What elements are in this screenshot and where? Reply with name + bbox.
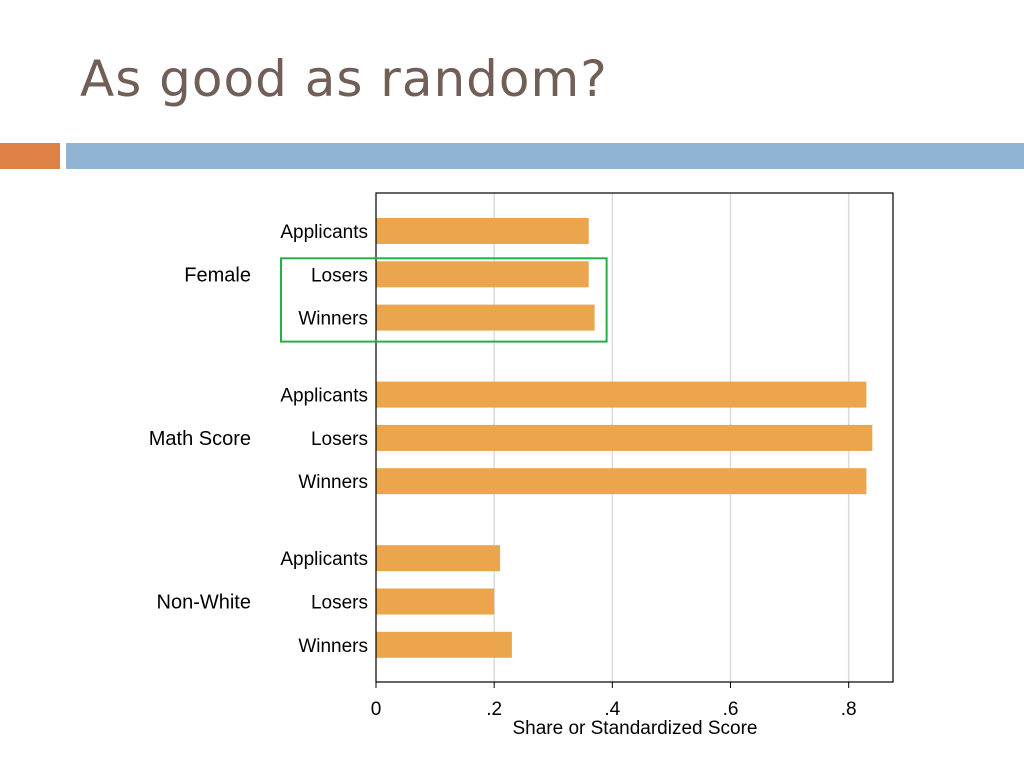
bar-label: Losers (311, 429, 368, 450)
plot-frame (375, 192, 894, 683)
group-label: Math Score (149, 428, 251, 450)
x-tick-label: .2 (486, 699, 502, 720)
labels: Applicants Losers Winners Female Applicants L… (149, 222, 368, 657)
bar-label: Winners (298, 472, 368, 493)
highlight-box (280, 257, 608, 343)
bar (376, 588, 495, 615)
x-tick-label: 0 (371, 699, 382, 720)
x-tick-label: .6 (723, 699, 739, 720)
bar (376, 631, 512, 658)
group-label: Non-White (157, 592, 251, 614)
bar (376, 304, 595, 331)
x-tick-label: .4 (604, 699, 620, 720)
bar-label: Applicants (280, 386, 368, 407)
bar (376, 468, 867, 495)
x-axis-label: Share or Standardized Score (512, 718, 757, 739)
bar-label: Applicants (280, 222, 368, 243)
x-axis: 0 .2 .4 .6 .8 (371, 682, 857, 720)
bar-label: Winners (298, 309, 368, 330)
bar-label: Losers (311, 265, 368, 286)
bars (376, 218, 873, 658)
group-label: Female (184, 264, 251, 286)
bar (376, 218, 589, 244)
bar (376, 261, 589, 288)
x-tick-label: .8 (841, 699, 857, 720)
bar-label: Losers (311, 593, 368, 614)
bar-label: Winners (298, 636, 368, 657)
bar (376, 545, 501, 572)
bar-label: Applicants (280, 549, 368, 570)
title-accent-block (0, 143, 60, 169)
title-accent-bar (66, 143, 1024, 169)
bar (376, 381, 867, 408)
slide-title: As good as random? (80, 50, 608, 108)
bar (376, 424, 873, 451)
